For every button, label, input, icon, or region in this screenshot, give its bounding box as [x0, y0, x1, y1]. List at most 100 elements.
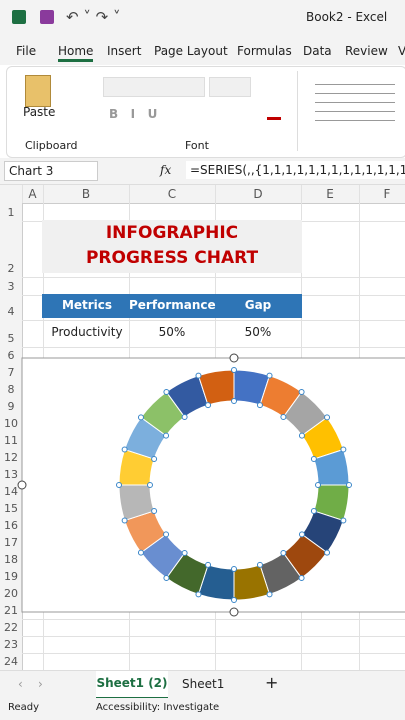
- ribbon-tab[interactable]: Review: [345, 44, 388, 58]
- selection-handle: [280, 549, 287, 556]
- row-line: [22, 277, 405, 278]
- accessibility[interactable]: Accessibility: Investigate: [96, 702, 220, 713]
- add-sheet[interactable]: +: [265, 673, 279, 692]
- row-header: 7: [7, 366, 15, 379]
- save-icon[interactable]: [40, 10, 54, 24]
- ribbon-tab[interactable]: Data: [303, 44, 332, 58]
- selection-handle: [121, 446, 128, 453]
- selection-handle: [163, 531, 170, 538]
- separator: [297, 71, 298, 151]
- column-header: B: [81, 187, 91, 201]
- selection-handle: [280, 414, 287, 421]
- name-box[interactable]: Chart 3: [4, 161, 98, 181]
- ribbon-tab[interactable]: File: [16, 44, 37, 58]
- font-box[interactable]: [103, 77, 205, 97]
- bold[interactable]: B I U: [109, 107, 158, 121]
- selection-handle: [310, 456, 317, 463]
- row-header: 22: [4, 621, 18, 634]
- table-header-cell: Metrics: [61, 298, 113, 312]
- tab-nav[interactable]: ‹ ›: [18, 677, 43, 691]
- selection-handle: [151, 507, 158, 514]
- sheet-grid: A B C D E F 1 2 3 4 5 6 7 8 9 10 11 12 13 14 15 16 17 18 19 20 21 2…: [0, 185, 405, 670]
- ribbon-tab[interactable]: Formulas: [237, 44, 292, 58]
- ready: Ready: [8, 702, 40, 713]
- fx[interactable]: fx: [160, 163, 172, 177]
- row-line: [22, 347, 405, 348]
- row-header: 6: [7, 349, 15, 362]
- selection-handle: [256, 561, 263, 568]
- selection-handle: [181, 549, 188, 556]
- column-header-bar: [0, 185, 405, 204]
- sheet-tab-bar: ‹ › Sheet1 (2) Sheet1 +: [0, 670, 405, 699]
- font-label: Font: [185, 139, 209, 152]
- active-sheet-tab[interactable]: Sheet1 (2): [96, 671, 168, 699]
- paste-icon[interactable]: [25, 75, 51, 107]
- font-color[interactable]: [267, 117, 281, 120]
- row-header: 23: [4, 638, 18, 651]
- selection-handle: [163, 575, 170, 582]
- ribbon-tab[interactable]: Home: [58, 44, 94, 62]
- selection-handle: [163, 432, 170, 439]
- selection-handle: [298, 531, 305, 538]
- selection-handle: [310, 507, 317, 514]
- chart-handle: [229, 607, 239, 617]
- selection-handle: [121, 517, 128, 524]
- row-header: 13: [4, 468, 18, 481]
- selection-handle: [151, 456, 158, 463]
- selection-handle: [231, 597, 237, 603]
- table-cell: 50%: [244, 325, 272, 339]
- selection-handle: [266, 591, 273, 598]
- title-box: [42, 220, 302, 273]
- row-header: 8: [7, 383, 15, 396]
- chart[interactable]: [0, 350, 405, 620]
- selection-handle: [298, 432, 305, 439]
- paste-label[interactable]: Paste: [23, 105, 56, 119]
- row-header: 4: [7, 305, 15, 318]
- row-header: 24: [4, 655, 18, 668]
- row-line: [22, 653, 405, 654]
- selection-handle: [266, 372, 273, 379]
- title-bar: ↶ ˅ ↷ ˅ Book2 - Excel: [0, 0, 405, 35]
- column-header: C: [167, 187, 177, 201]
- selection-handle: [256, 402, 263, 409]
- row-header: 12: [4, 451, 18, 464]
- selection-handle: [231, 566, 237, 572]
- row-header: 21: [4, 604, 18, 617]
- row-header: 20: [4, 587, 18, 600]
- chart-handle: [229, 353, 239, 363]
- row-header: 11: [4, 434, 18, 447]
- ribbon-tab[interactable]: V: [398, 44, 405, 58]
- row-header: 18: [4, 553, 18, 566]
- status-bar: Ready Accessibility: Investigate: [0, 698, 405, 720]
- file-name: Book2 - Excel: [306, 10, 388, 24]
- align-icons[interactable]: [315, 81, 395, 121]
- title-line: PROGRESS CHART: [85, 248, 259, 268]
- selection-handle: [137, 414, 144, 421]
- formula-row: Chart 3 fx =SERIES(,,{1,1,1,1,1,1,1,1,1,…: [0, 158, 405, 185]
- selection-handle: [163, 388, 170, 395]
- sheet-tab[interactable]: Sheet1: [182, 677, 225, 691]
- ribbon-tab[interactable]: Insert: [107, 44, 142, 58]
- table-cell: Productivity: [51, 325, 123, 339]
- table-header: [42, 294, 302, 318]
- ribbon-tabs: File Home Insert Page Layout Formulas Data Rev…: [0, 35, 405, 65]
- selection-handle: [205, 402, 212, 409]
- table-cell: 50%: [158, 325, 186, 339]
- chart-handle: [17, 480, 27, 490]
- doughnut-segment: [197, 369, 235, 406]
- selection-handle: [340, 517, 347, 524]
- row-header: 9: [7, 400, 15, 413]
- selection-handle: [195, 372, 202, 379]
- row-header: 14: [4, 485, 18, 498]
- undo[interactable]: ↶ ˅ ↷ ˅: [66, 8, 121, 26]
- title-line: INFOGRAPHIC: [105, 223, 239, 243]
- selection-handle: [298, 575, 305, 582]
- selection-handle: [195, 591, 202, 598]
- column-header: F: [383, 187, 391, 201]
- ribbon-tab[interactable]: Page Layout: [154, 44, 228, 58]
- selection-handle: [298, 388, 305, 395]
- formula[interactable]: =SERIES(,,{1,1,1,1,1,1,1,1,1,1,1,1,1,1,1…: [186, 161, 405, 179]
- row-header: 10: [4, 417, 18, 430]
- size-box[interactable]: [209, 77, 251, 97]
